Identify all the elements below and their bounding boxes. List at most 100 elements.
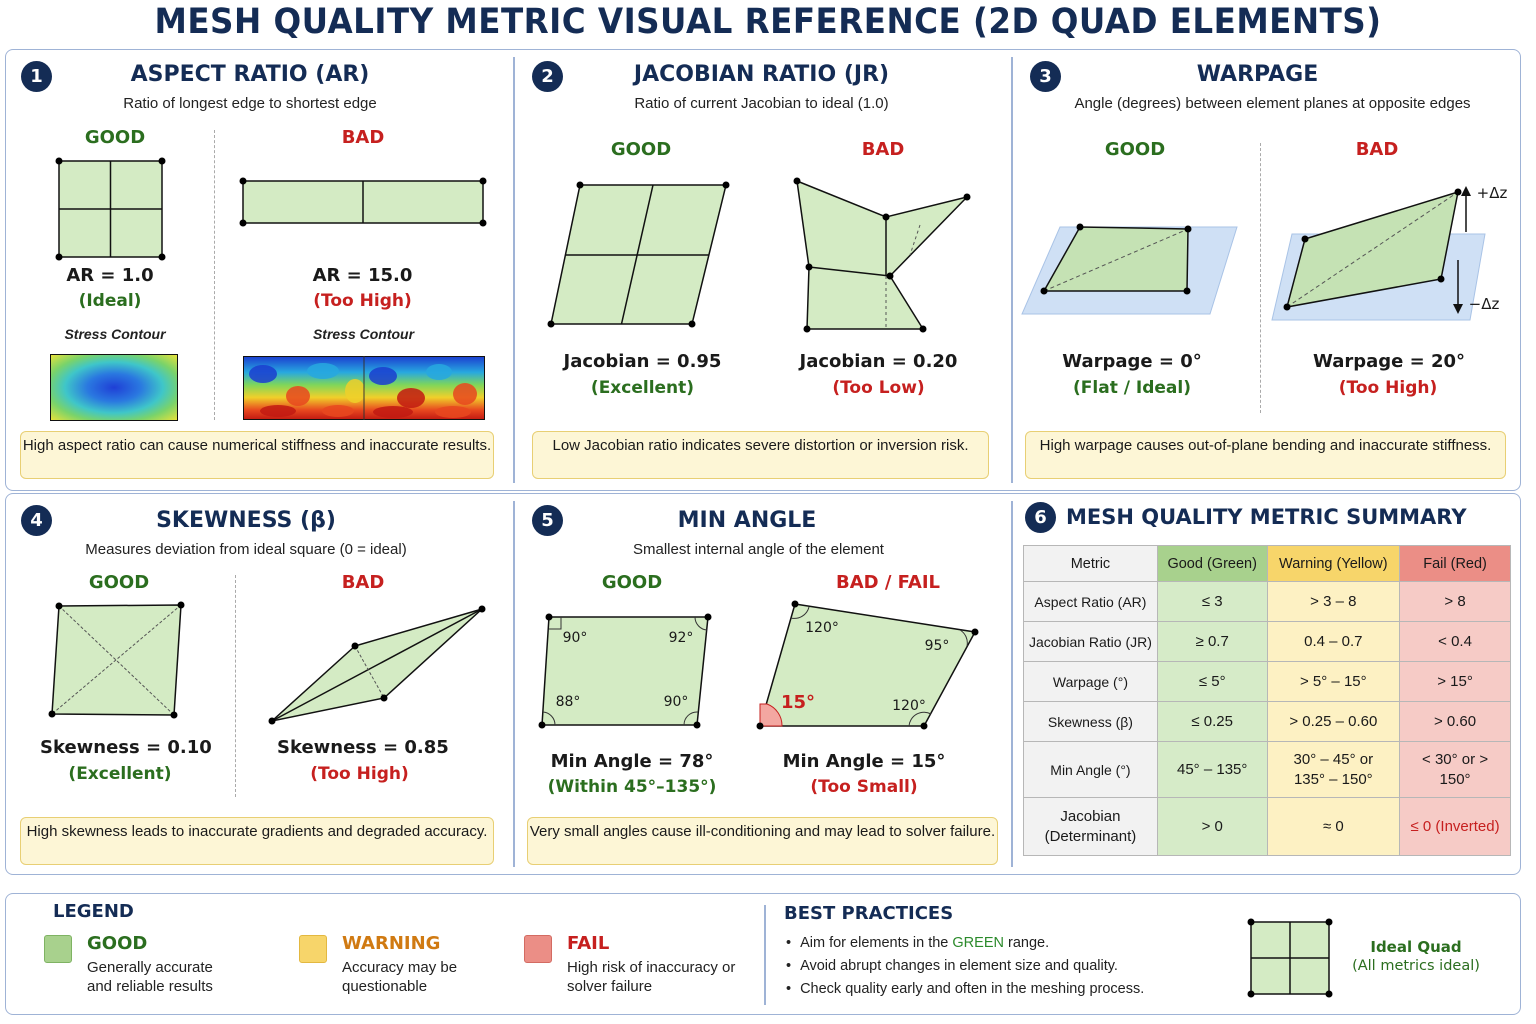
angle-label: 90°: [562, 630, 588, 646]
list-item: Avoid abrupt changes in element size and…: [786, 955, 1144, 978]
legend-desc-warning: Accuracy may be questionable: [342, 959, 458, 995]
header-fail: Fail (Red): [1399, 545, 1511, 582]
metric-cell: Skewness (β): [1023, 701, 1158, 742]
angle-label-critical: 15°: [780, 692, 816, 713]
good-cell: ≤ 5°: [1156, 661, 1268, 702]
warning-cell: > 3 – 8: [1266, 581, 1401, 622]
bad-label: BAD: [1355, 139, 1399, 160]
legend-swatch-fail: [524, 935, 552, 963]
good-value: Jacobian = 0.95: [563, 351, 722, 372]
warp-bad-element: [1271, 186, 1486, 321]
ar-good-element: [55, 157, 166, 261]
good-label: GOOD: [601, 572, 663, 593]
bp-green-word: GREEN: [952, 935, 1004, 951]
section-subtitle: Ratio of current Jacobian to ideal (1.0): [634, 95, 889, 112]
fail-cell: > 0.60: [1399, 701, 1511, 742]
warning-cell: 30° – 45° or 135° – 150°: [1266, 741, 1401, 798]
bad-label: BAD / FAIL: [835, 572, 941, 593]
table-row: Jacobian (Determinant) > 0 ≈ 0 ≤ 0 (Inve…: [1023, 797, 1511, 856]
section-title: ASPECT RATIO (AR): [130, 62, 370, 87]
separator: [1260, 143, 1261, 413]
divider: [513, 57, 515, 483]
bad-quality: (Too High): [310, 764, 409, 784]
divider: [1011, 57, 1013, 483]
angle-label: 90°: [663, 694, 689, 710]
section-number: 2: [532, 61, 563, 92]
bad-value: Skewness = 0.85: [277, 737, 449, 758]
section-number: 5: [532, 505, 563, 536]
section-subtitle: Measures deviation from ideal square (0 …: [85, 541, 407, 558]
minang-good-element: [538, 613, 712, 729]
info-note: High skewness leads to inaccurate gradie…: [20, 817, 494, 865]
good-label: GOOD: [88, 572, 150, 593]
section-subtitle: Angle (degrees) between element planes a…: [1074, 95, 1471, 112]
info-note: Low Jacobian ratio indicates severe dist…: [532, 431, 989, 479]
good-label: GOOD: [84, 127, 146, 148]
angle-label: 88°: [555, 694, 581, 710]
legend-name-good: GOOD: [87, 933, 148, 954]
bad-label: BAD: [341, 127, 385, 148]
good-cell: > 0: [1156, 797, 1268, 856]
bad-value: Jacobian = 0.20: [799, 351, 958, 372]
legend-swatch-good: [44, 935, 72, 963]
separator: [235, 575, 236, 797]
divider: [1011, 501, 1013, 867]
table-row: Warpage (°) ≤ 5° > 5° – 15° > 15°: [1023, 661, 1511, 702]
good-value: Warpage = 0°: [1062, 351, 1202, 372]
angle-label: 95°: [924, 638, 950, 654]
bp-item-text: range.: [1008, 935, 1050, 951]
bad-quality: (Too Low): [832, 378, 925, 398]
contour-label: Stress Contour: [64, 326, 166, 342]
bad-value: Min Angle = 15°: [782, 751, 946, 772]
list-item: Aim for elements in the GREEN range.: [786, 932, 1144, 955]
warning-cell: ≈ 0: [1266, 797, 1401, 856]
bad-quality: (Too High): [1338, 378, 1438, 398]
bad-value: Warpage = 20°: [1313, 351, 1466, 372]
section-number: 6: [1025, 502, 1056, 533]
stress-contour-bad: [243, 356, 485, 420]
skew-bad-element: [268, 605, 486, 725]
legend-desc-good: Generally accurate and reliable results: [87, 959, 213, 995]
info-note: High aspect ratio can cause numerical st…: [20, 431, 494, 479]
angle-label: 120°: [805, 620, 839, 636]
good-cell: 45° – 135°: [1156, 741, 1268, 798]
fail-cell: < 0.4: [1399, 621, 1511, 662]
bad-quality: (Too Small): [810, 777, 918, 797]
table-row: Skewness (β) ≤ 0.25 > 0.25 – 0.60 > 0.60: [1023, 701, 1511, 742]
good-value: AR = 1.0: [66, 265, 154, 286]
ideal-quad-label: Ideal Quad: [1370, 938, 1462, 956]
section-number: 1: [21, 61, 52, 92]
stress-contour-good: [50, 354, 178, 421]
section-title: WARPAGE: [1196, 62, 1319, 87]
section-title: MIN ANGLE: [677, 508, 817, 533]
page-title: MESH QUALITY METRIC VISUAL REFERENCE (2D…: [154, 2, 1382, 42]
info-note: High warpage causes out-of-plane bending…: [1025, 431, 1506, 479]
warning-cell: > 0.25 – 0.60: [1266, 701, 1401, 742]
skew-good-element: [48, 601, 185, 719]
good-quality: (Ideal): [78, 291, 142, 311]
metric-cell: Min Angle (°): [1023, 741, 1158, 798]
warp-good-element: [1021, 223, 1238, 315]
section-subtitle: Ratio of longest edge to shortest edge: [123, 95, 377, 112]
good-value: Min Angle = 78°: [550, 751, 714, 772]
legend-desc-fail: High risk of inaccuracy or solver failur…: [567, 959, 736, 995]
good-quality: (Excellent): [68, 764, 172, 784]
legend-name-warning: WARNING: [342, 933, 441, 954]
jr-bad-element: [793, 177, 971, 333]
metric-cell: Aspect Ratio (AR): [1023, 581, 1158, 622]
section-number: 4: [21, 505, 52, 536]
table-row: Aspect Ratio (AR) ≤ 3 > 3 – 8 > 8: [1023, 581, 1511, 622]
good-quality: (Flat / Ideal): [1073, 378, 1191, 398]
metric-cell: Warpage (°): [1023, 661, 1158, 702]
metric-cell: Jacobian (Determinant): [1023, 797, 1158, 856]
section-title: SKEWNESS (β): [156, 508, 336, 533]
header-warning: Warning (Yellow): [1266, 545, 1401, 582]
metric-cell: Jacobian Ratio (JR): [1023, 621, 1158, 662]
fail-cell: > 8: [1399, 581, 1511, 622]
warning-cell: 0.4 – 0.7: [1266, 621, 1401, 662]
legend-swatch-warning: [299, 935, 327, 963]
bad-label: BAD: [861, 139, 905, 160]
bad-quality: (Too High): [313, 291, 412, 311]
table-row: Min Angle (°) 45° – 135° 30° – 45° or 13…: [1023, 741, 1511, 798]
fail-cell: < 30° or > 150°: [1399, 741, 1511, 798]
